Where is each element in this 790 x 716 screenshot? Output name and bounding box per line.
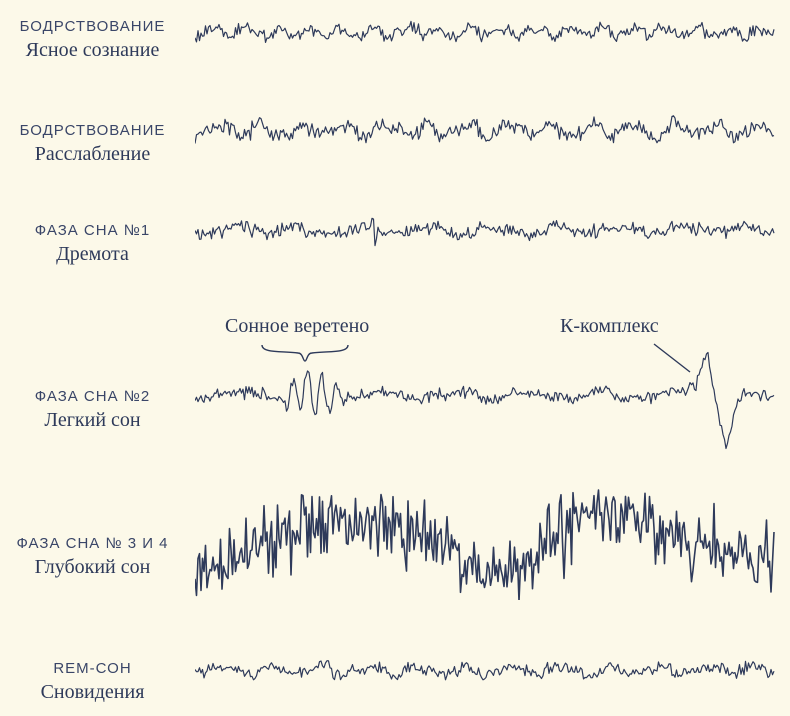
label-stage-2: ФАЗА СНА №2 Легкий сон — [0, 388, 185, 432]
title-awake-relaxed: БОДРСТВОВАНИЕ — [0, 122, 185, 139]
wave-rem — [195, 652, 775, 688]
wave-stage-3-4 — [195, 480, 775, 600]
label-rem: REM-СОН Сновидения — [0, 660, 185, 704]
title-stage-2: ФАЗА СНА №2 — [0, 388, 185, 405]
title-stage-3-4: ФАЗА СНА № 3 И 4 — [0, 535, 185, 552]
subtitle-stage-2: Легкий сон — [0, 409, 185, 432]
label-awake-relaxed: БОДРСТВОВАНИЕ Расслабление — [0, 122, 185, 166]
label-awake-alert: БОДРСТВОВАНИЕ Ясное сознание — [0, 18, 185, 62]
subtitle-rem: Сновидения — [0, 681, 185, 704]
title-stage-1: ФАЗА СНА №1 — [0, 222, 185, 239]
wave-awake-relaxed — [195, 108, 775, 152]
label-stage-3-4: ФАЗА СНА № 3 И 4 Глубокий сон — [0, 535, 185, 579]
subtitle-awake-relaxed: Расслабление — [0, 143, 185, 166]
subtitle-stage-1: Дремота — [0, 243, 185, 266]
subtitle-stage-3-4: Глубокий сон — [0, 556, 185, 579]
subtitle-awake-alert: Ясное сознание — [0, 39, 185, 62]
title-rem: REM-СОН — [0, 660, 185, 677]
title-awake-alert: БОДРСТВОВАНИЕ — [0, 18, 185, 35]
label-stage-1: ФАЗА СНА №1 Дремота — [0, 222, 185, 266]
wave-stage-2 — [195, 335, 775, 455]
wave-stage-1 — [195, 208, 775, 252]
wave-awake-alert — [195, 12, 775, 52]
